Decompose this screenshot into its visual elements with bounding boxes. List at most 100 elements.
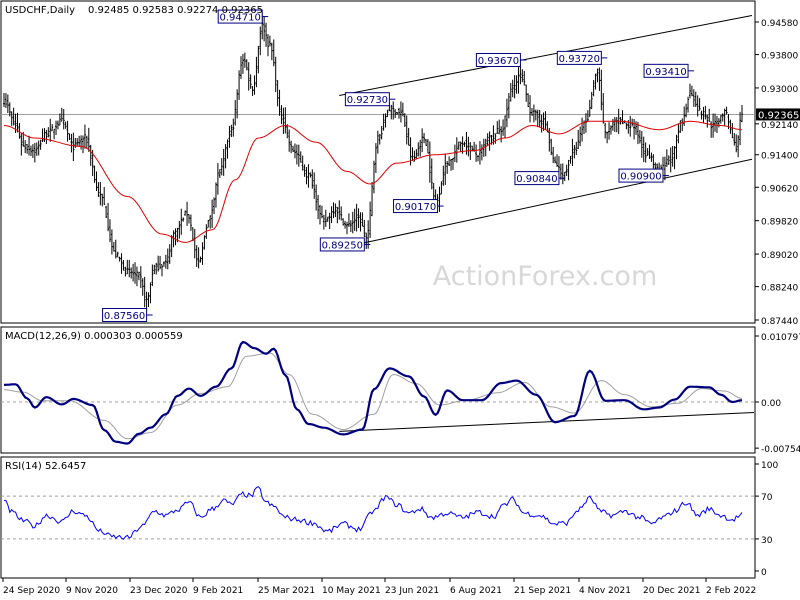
x-tick-label: 2 Feb 2022 [706, 586, 756, 596]
ohlc-bar [234, 100, 237, 126]
rsi-line [3, 485, 743, 540]
ohlc-bar [130, 267, 133, 279]
ohlc-bar [178, 220, 181, 239]
ohlc-bar [386, 109, 389, 118]
price-annotation-label: 0.90170 [395, 202, 436, 213]
moving-average-line [3, 120, 743, 243]
ohlc-bar [135, 266, 138, 287]
ohlc-bar [143, 276, 146, 308]
ohlc-bar [428, 141, 431, 183]
ohlc-bar [189, 214, 192, 231]
ohlc-bar [685, 103, 688, 118]
ohlc-bar [502, 119, 505, 136]
ohlc-bar [384, 113, 387, 128]
ohlc-bar [226, 139, 229, 159]
price-annotation: 0.90900 [618, 168, 669, 183]
price-annotation-label: 0.94710 [220, 13, 261, 24]
ohlc-bar [4, 93, 7, 108]
ohlc-bar [45, 129, 48, 145]
ohlc-bar [199, 256, 202, 263]
macd-label: MACD(12,26,9) 0.000303 0.000559 [5, 331, 183, 342]
ohlc-bar [737, 135, 740, 158]
ohlc-bar [33, 142, 36, 163]
ohlc-bar [209, 215, 212, 229]
x-tick-label: 23 Dec 2020 [130, 586, 188, 596]
ohlc-bar [299, 151, 302, 163]
ohlc-bar [459, 141, 462, 152]
ohlc-bar [326, 216, 329, 222]
ohlc-bar [345, 221, 348, 235]
ohlc-bar [411, 147, 414, 161]
ohlc-bar [182, 217, 185, 222]
ohlc-bar [712, 113, 715, 138]
ohlc-bar [690, 85, 693, 97]
ohlc-bar [359, 212, 362, 232]
ohlc-bar [461, 136, 464, 154]
ohlc-bar [164, 254, 167, 269]
ohlc-bar [162, 261, 165, 267]
ohlc-bar [396, 111, 399, 115]
ohlc-bar [253, 75, 256, 95]
ohlc-bar [405, 115, 408, 145]
macd-trendline [339, 411, 755, 432]
ohlc-bar [309, 172, 312, 178]
ohlc-bar [372, 160, 375, 194]
ohlc-bar [496, 121, 499, 134]
price-annotation: 0.92730 [344, 92, 396, 107]
ohlc-bar [51, 124, 54, 132]
ohlc-bar [263, 16, 266, 42]
ohlc-bar [295, 144, 298, 165]
ohlc-bar [573, 145, 576, 159]
ohlc-bar [315, 184, 318, 211]
ohlc-bar [172, 230, 175, 248]
price-annotation-label: 0.90840 [516, 174, 557, 185]
ohlc-bar [552, 147, 555, 164]
rsi-panel-frame [0, 456, 756, 579]
ohlc-bar [442, 165, 445, 186]
ohlc-bar [342, 218, 345, 226]
ohlc-bar [101, 193, 104, 207]
chart-title: USDCHF,Daily [5, 5, 75, 16]
ohlc-bar [278, 89, 281, 116]
ohlc-bar [640, 131, 643, 158]
ohlc-bar [151, 264, 154, 287]
ohlc-bar [687, 96, 690, 113]
ohlc-bar [498, 119, 501, 135]
ohlc-bar [721, 113, 724, 122]
ohlc-bar [334, 203, 337, 218]
rsi-y-axis: 100 70 30 0 [755, 461, 778, 578]
ohlc-bar [725, 106, 728, 115]
ohlc-bar [39, 139, 42, 150]
ohlc-bar [99, 181, 102, 206]
rsi-y-tick-label: 30 [761, 536, 773, 546]
ohlc-bar [290, 140, 293, 154]
ohlc-bar [87, 127, 90, 152]
macd-y-tick-label: 0.00 [761, 399, 781, 409]
ohlc-bar [43, 128, 46, 142]
ohlc-bar [606, 131, 609, 144]
ohlc-bar [739, 111, 742, 146]
price-annotation: 0.93670 [475, 52, 527, 67]
ohlc-bar [85, 135, 88, 149]
ohlc-bar [586, 110, 589, 121]
ohlc-readout: 0.92485 0.92583 0.92274 0.92365 [88, 5, 263, 16]
ohlc-bar [365, 232, 368, 249]
ohlc-bar [563, 171, 566, 182]
ohlc-bar [26, 143, 29, 154]
ohlc-bar [236, 89, 239, 119]
ohlc-bar [530, 108, 533, 116]
ohlc-bar [390, 104, 393, 120]
ohlc-bar [145, 291, 148, 310]
ohlc-bar [444, 153, 447, 185]
ohlc-bar [241, 53, 244, 74]
ohlc-bar [399, 101, 402, 123]
ohlc-bar [565, 164, 568, 177]
x-tick-label: 21 Sep 2021 [514, 586, 571, 596]
ohlc-bar [297, 144, 300, 167]
macd-panel: 0.010797 0.00 -0.007548 MACD(12,26,9) 0.00… [0, 326, 800, 455]
ohlc-bar [550, 138, 553, 156]
ohlc-bar [76, 138, 79, 147]
price-y-tick-label: 0.93000 [761, 85, 798, 95]
ohlc-bar [523, 71, 526, 86]
price-annotation-label: 0.90900 [620, 172, 661, 183]
